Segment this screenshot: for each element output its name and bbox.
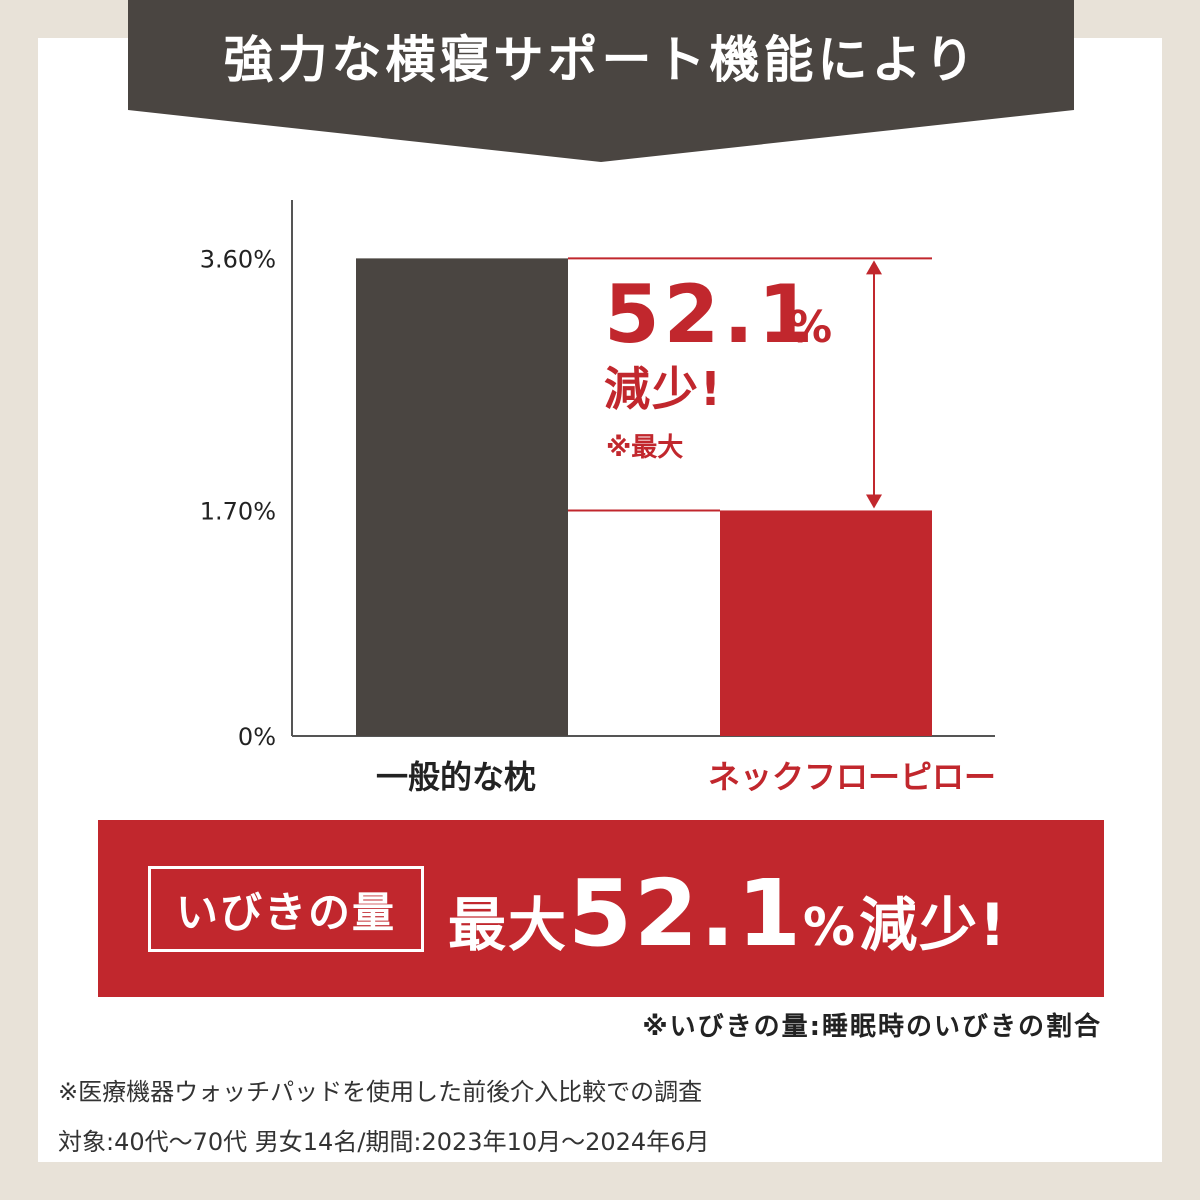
annotation-note: ※最大: [606, 433, 683, 463]
footnote-subjects: 対象:40代〜70代 男女14名/期間:2023年10月〜2024年6月: [58, 1128, 710, 1156]
title-banner: 強力な横寝サポート機能により: [128, 0, 1074, 165]
footnote-method: ※医療機器ウォッチパッドを使用した前後介入比較での調査: [58, 1078, 703, 1106]
y-tick-label: 0%: [238, 723, 276, 751]
annotation-value: 52.1: [604, 268, 817, 361]
result-number: 52.1: [568, 860, 804, 967]
annotation-label: 減少!: [604, 362, 723, 416]
result-suffix: 減少!: [859, 891, 1008, 959]
result-unit: %: [803, 898, 856, 958]
annotation-unit: %: [788, 302, 832, 353]
result-banner: [98, 820, 1104, 997]
banner-shape: [128, 0, 1074, 162]
bar-chart: 0% 1.70% 3.60% 一般的な枕 ネックフローピロー 52.1% 減少! ※最大: [200, 200, 996, 796]
chart-layer: 0% 1.70% 3.60% 一般的な枕 ネックフローピロー 52.1% 減少! ※最大: [200, 200, 996, 796]
difference-arrow-head-down: [866, 494, 882, 509]
bar: [356, 258, 568, 736]
result-headline: 最大 52.1 % 減少!: [448, 850, 1008, 970]
x-category-label: 一般的な枕: [376, 758, 536, 796]
x-category-label: ネックフローピロー: [708, 758, 996, 796]
result-prefix: 最大: [448, 891, 569, 959]
banner-title: 強力な横寝サポート機能により: [223, 31, 979, 89]
bar: [720, 510, 932, 736]
definition-note: ※いびきの量:睡眠時のいびきの割合: [642, 1012, 1102, 1042]
result-label: いびきの量: [148, 866, 424, 952]
y-tick-label: 1.70%: [200, 497, 276, 525]
difference-arrow-head-up: [866, 260, 882, 275]
y-tick-label: 3.60%: [200, 245, 276, 273]
